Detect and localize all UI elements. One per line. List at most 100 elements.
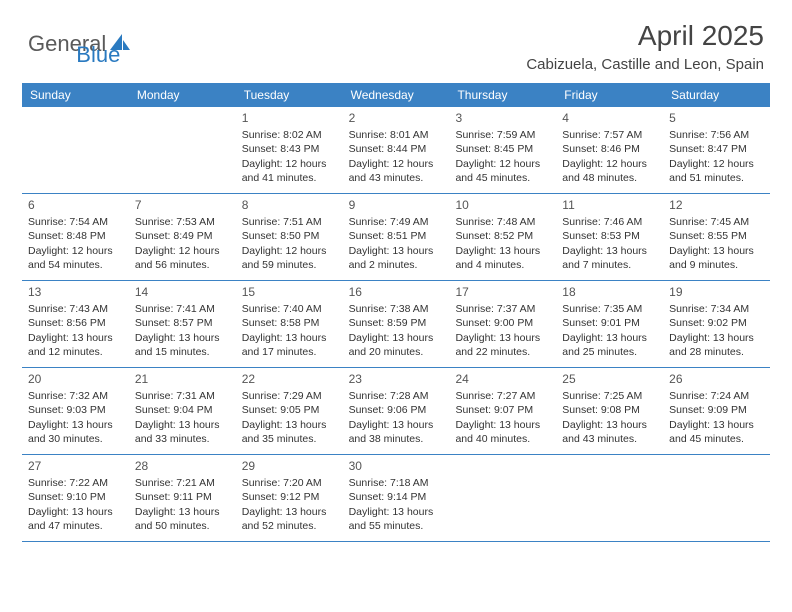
daylight-text: Daylight: 13 hours and 2 minutes. xyxy=(349,244,444,272)
logo-text-blue: Blue xyxy=(76,42,120,68)
day-cell: 13Sunrise: 7:43 AMSunset: 8:56 PMDayligh… xyxy=(22,281,129,367)
sunset-text: Sunset: 9:11 PM xyxy=(135,490,230,504)
day-header: Wednesday xyxy=(343,83,450,107)
day-header: Saturday xyxy=(663,83,770,107)
sunset-text: Sunset: 8:55 PM xyxy=(669,229,764,243)
sunrise-text: Sunrise: 7:43 AM xyxy=(28,302,123,316)
sunrise-text: Sunrise: 7:29 AM xyxy=(242,389,337,403)
sunset-text: Sunset: 8:53 PM xyxy=(562,229,657,243)
daylight-text: Daylight: 13 hours and 17 minutes. xyxy=(242,331,337,359)
sunrise-text: Sunrise: 7:46 AM xyxy=(562,215,657,229)
sunset-text: Sunset: 8:50 PM xyxy=(242,229,337,243)
sunrise-text: Sunrise: 7:28 AM xyxy=(349,389,444,403)
day-number: 14 xyxy=(135,284,230,300)
daylight-text: Daylight: 13 hours and 45 minutes. xyxy=(669,418,764,446)
sunset-text: Sunset: 8:57 PM xyxy=(135,316,230,330)
sunset-text: Sunset: 9:08 PM xyxy=(562,403,657,417)
day-number: 24 xyxy=(455,371,550,387)
day-header: Monday xyxy=(129,83,236,107)
day-cell: 15Sunrise: 7:40 AMSunset: 8:58 PMDayligh… xyxy=(236,281,343,367)
day-number: 5 xyxy=(669,110,764,126)
day-cell: 5Sunrise: 7:56 AMSunset: 8:47 PMDaylight… xyxy=(663,107,770,193)
sunset-text: Sunset: 9:05 PM xyxy=(242,403,337,417)
day-header: Thursday xyxy=(449,83,556,107)
title-block: April 2025 Cabizuela, Castille and Leon,… xyxy=(526,20,764,73)
day-header: Tuesday xyxy=(236,83,343,107)
sunset-text: Sunset: 9:07 PM xyxy=(455,403,550,417)
logo: General Blue xyxy=(28,20,120,68)
day-number: 17 xyxy=(455,284,550,300)
day-cell: 28Sunrise: 7:21 AMSunset: 9:11 PMDayligh… xyxy=(129,455,236,541)
calendar: Sunday Monday Tuesday Wednesday Thursday… xyxy=(22,83,770,542)
sunrise-text: Sunrise: 7:54 AM xyxy=(28,215,123,229)
day-number: 19 xyxy=(669,284,764,300)
day-number: 18 xyxy=(562,284,657,300)
day-number: 8 xyxy=(242,197,337,213)
daylight-text: Daylight: 12 hours and 51 minutes. xyxy=(669,157,764,185)
sunrise-text: Sunrise: 7:25 AM xyxy=(562,389,657,403)
daylight-text: Daylight: 13 hours and 52 minutes. xyxy=(242,505,337,533)
day-cell: 12Sunrise: 7:45 AMSunset: 8:55 PMDayligh… xyxy=(663,194,770,280)
day-cell: 21Sunrise: 7:31 AMSunset: 9:04 PMDayligh… xyxy=(129,368,236,454)
daylight-text: Daylight: 13 hours and 28 minutes. xyxy=(669,331,764,359)
sunset-text: Sunset: 9:02 PM xyxy=(669,316,764,330)
day-number: 12 xyxy=(669,197,764,213)
day-cell xyxy=(22,107,129,193)
day-header: Friday xyxy=(556,83,663,107)
day-number: 11 xyxy=(562,197,657,213)
sunrise-text: Sunrise: 7:35 AM xyxy=(562,302,657,316)
day-cell: 2Sunrise: 8:01 AMSunset: 8:44 PMDaylight… xyxy=(343,107,450,193)
day-cell: 25Sunrise: 7:25 AMSunset: 9:08 PMDayligh… xyxy=(556,368,663,454)
day-cell: 11Sunrise: 7:46 AMSunset: 8:53 PMDayligh… xyxy=(556,194,663,280)
day-number: 13 xyxy=(28,284,123,300)
daylight-text: Daylight: 12 hours and 54 minutes. xyxy=(28,244,123,272)
daylight-text: Daylight: 12 hours and 43 minutes. xyxy=(349,157,444,185)
sunset-text: Sunset: 9:14 PM xyxy=(349,490,444,504)
day-cell: 4Sunrise: 7:57 AMSunset: 8:46 PMDaylight… xyxy=(556,107,663,193)
day-cell: 1Sunrise: 8:02 AMSunset: 8:43 PMDaylight… xyxy=(236,107,343,193)
day-cell xyxy=(449,455,556,541)
daylight-text: Daylight: 13 hours and 55 minutes. xyxy=(349,505,444,533)
sunrise-text: Sunrise: 7:27 AM xyxy=(455,389,550,403)
day-number: 16 xyxy=(349,284,444,300)
sunrise-text: Sunrise: 7:18 AM xyxy=(349,476,444,490)
day-cell: 9Sunrise: 7:49 AMSunset: 8:51 PMDaylight… xyxy=(343,194,450,280)
day-number: 9 xyxy=(349,197,444,213)
day-cell: 7Sunrise: 7:53 AMSunset: 8:49 PMDaylight… xyxy=(129,194,236,280)
daylight-text: Daylight: 13 hours and 35 minutes. xyxy=(242,418,337,446)
day-number: 7 xyxy=(135,197,230,213)
daylight-text: Daylight: 13 hours and 20 minutes. xyxy=(349,331,444,359)
sunrise-text: Sunrise: 7:31 AM xyxy=(135,389,230,403)
day-cell xyxy=(129,107,236,193)
location-subtitle: Cabizuela, Castille and Leon, Spain xyxy=(526,56,764,73)
sunrise-text: Sunrise: 7:24 AM xyxy=(669,389,764,403)
sunrise-text: Sunrise: 7:51 AM xyxy=(242,215,337,229)
daylight-text: Daylight: 13 hours and 47 minutes. xyxy=(28,505,123,533)
day-cell: 17Sunrise: 7:37 AMSunset: 9:00 PMDayligh… xyxy=(449,281,556,367)
sunset-text: Sunset: 9:01 PM xyxy=(562,316,657,330)
day-number: 3 xyxy=(455,110,550,126)
sunset-text: Sunset: 8:43 PM xyxy=(242,142,337,156)
day-number: 29 xyxy=(242,458,337,474)
week-row: 13Sunrise: 7:43 AMSunset: 8:56 PMDayligh… xyxy=(22,281,770,368)
sunset-text: Sunset: 8:48 PM xyxy=(28,229,123,243)
day-header-row: Sunday Monday Tuesday Wednesday Thursday… xyxy=(22,83,770,107)
day-cell: 16Sunrise: 7:38 AMSunset: 8:59 PMDayligh… xyxy=(343,281,450,367)
sunset-text: Sunset: 9:03 PM xyxy=(28,403,123,417)
day-number: 27 xyxy=(28,458,123,474)
week-row: 1Sunrise: 8:02 AMSunset: 8:43 PMDaylight… xyxy=(22,107,770,194)
daylight-text: Daylight: 12 hours and 56 minutes. xyxy=(135,244,230,272)
daylight-text: Daylight: 13 hours and 15 minutes. xyxy=(135,331,230,359)
sunset-text: Sunset: 9:12 PM xyxy=(242,490,337,504)
daylight-text: Daylight: 13 hours and 50 minutes. xyxy=(135,505,230,533)
sunrise-text: Sunrise: 7:22 AM xyxy=(28,476,123,490)
sunrise-text: Sunrise: 7:38 AM xyxy=(349,302,444,316)
sunset-text: Sunset: 9:00 PM xyxy=(455,316,550,330)
sunrise-text: Sunrise: 7:56 AM xyxy=(669,128,764,142)
day-number: 1 xyxy=(242,110,337,126)
daylight-text: Daylight: 12 hours and 59 minutes. xyxy=(242,244,337,272)
day-number: 20 xyxy=(28,371,123,387)
day-cell xyxy=(556,455,663,541)
day-cell: 26Sunrise: 7:24 AMSunset: 9:09 PMDayligh… xyxy=(663,368,770,454)
day-cell: 23Sunrise: 7:28 AMSunset: 9:06 PMDayligh… xyxy=(343,368,450,454)
